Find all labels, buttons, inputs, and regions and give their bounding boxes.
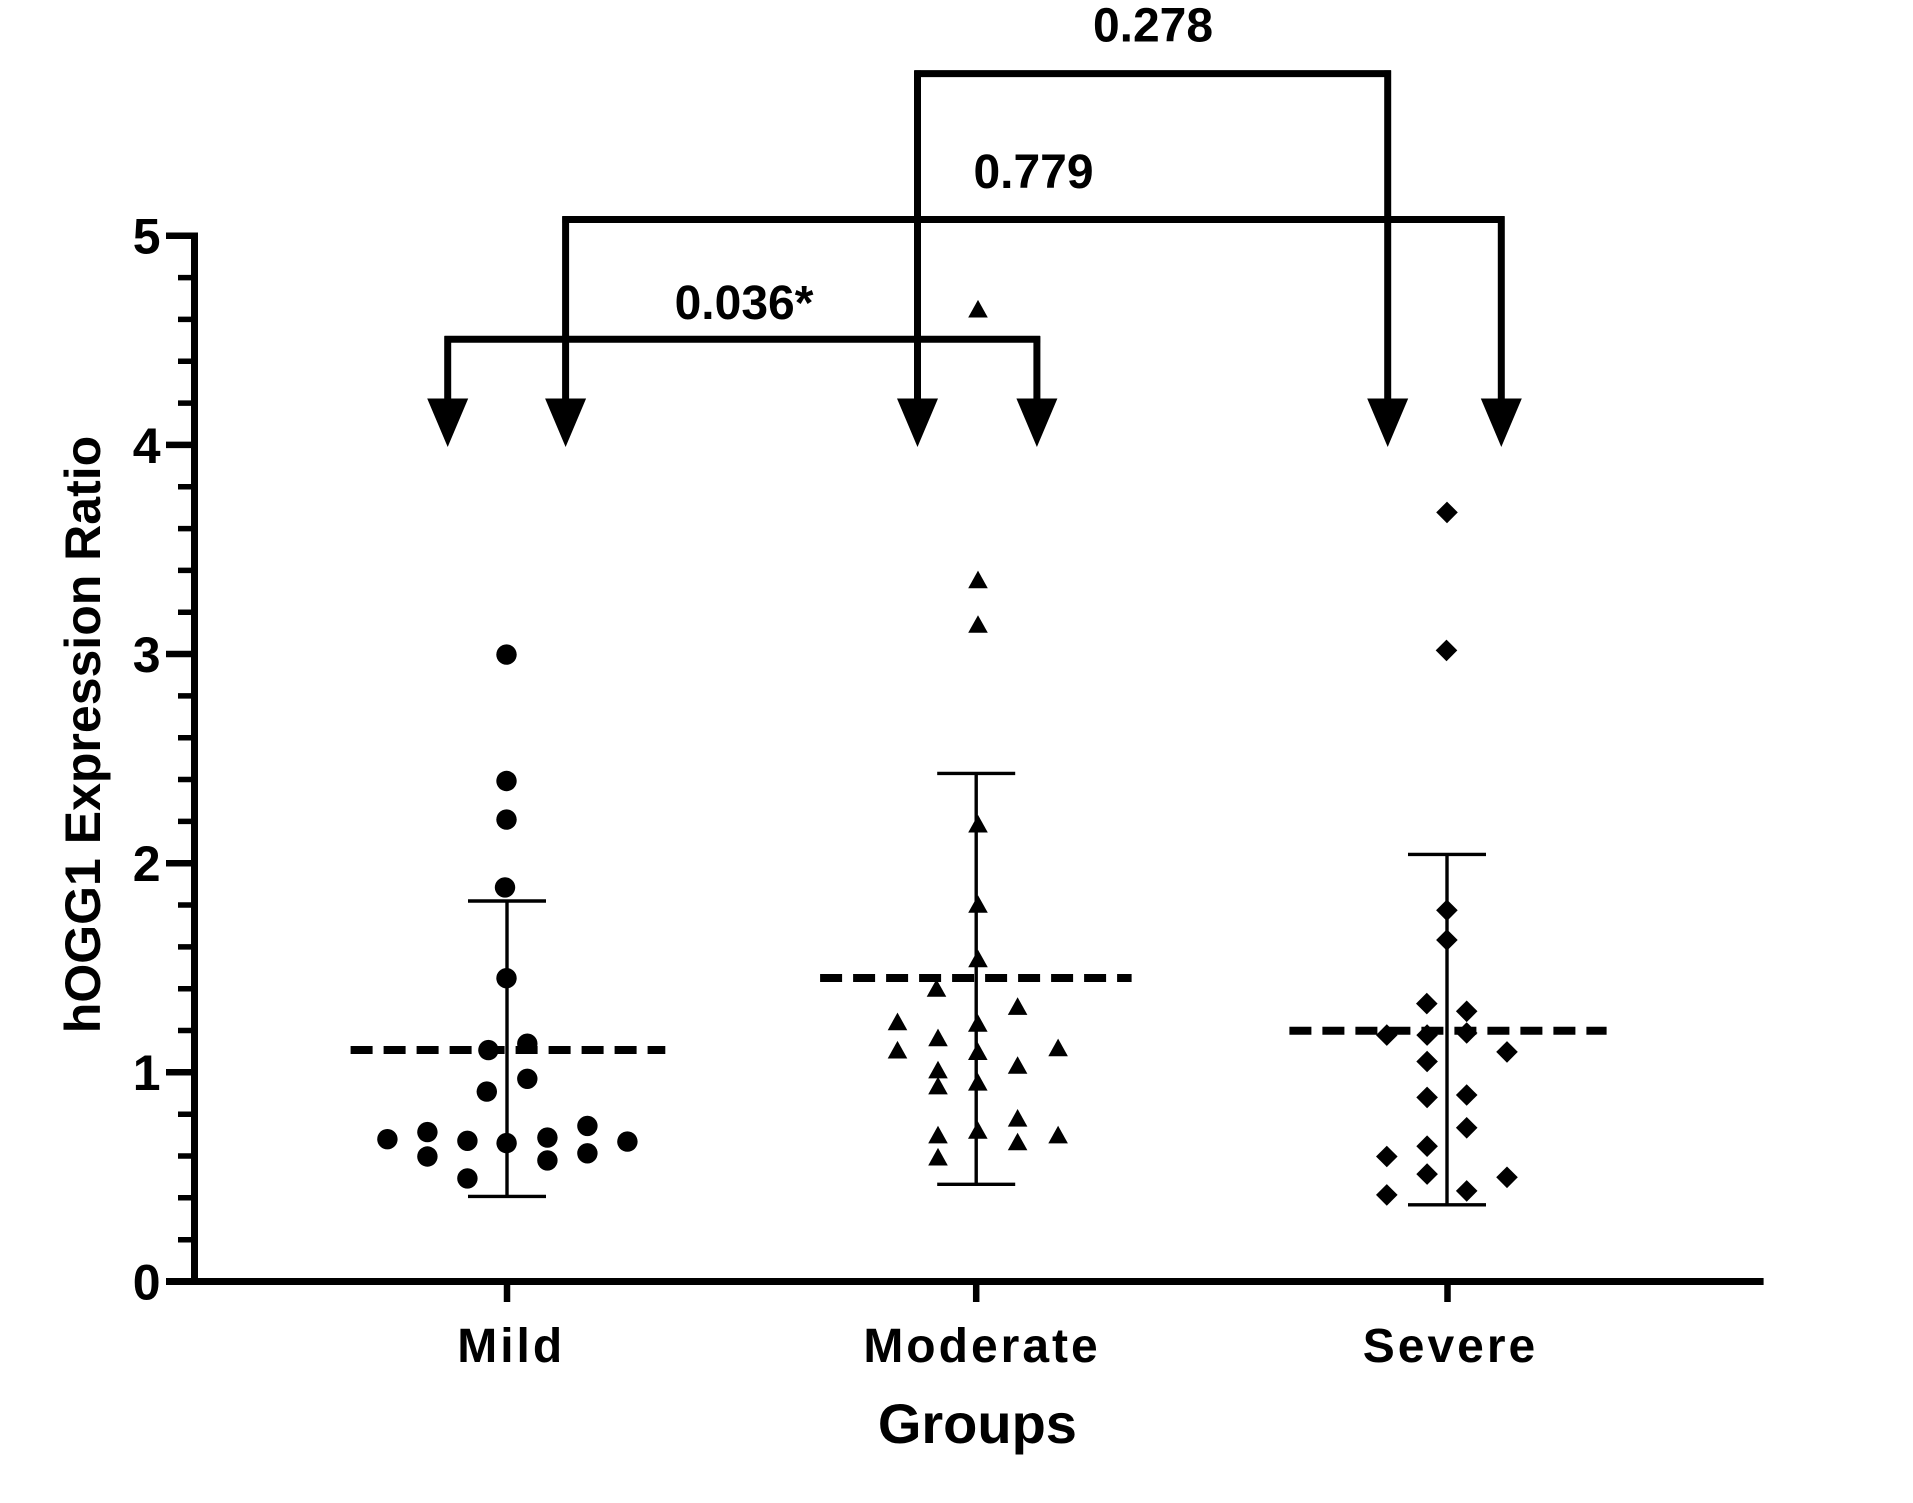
svg-text:2: 2 xyxy=(133,836,161,892)
svg-text:Severe: Severe xyxy=(1363,1320,1538,1373)
svg-text:Mild: Mild xyxy=(457,1320,565,1373)
svg-text:4: 4 xyxy=(133,418,161,474)
svg-text:Moderate: Moderate xyxy=(863,1320,1100,1373)
svg-text:0.036*: 0.036* xyxy=(675,277,814,330)
svg-text:3: 3 xyxy=(133,627,161,683)
svg-text:5: 5 xyxy=(133,209,161,265)
svg-text:0.278: 0.278 xyxy=(1093,0,1213,53)
svg-text:hOGG1 Expression Ratio: hOGG1 Expression Ratio xyxy=(55,436,111,1033)
svg-text:0.779: 0.779 xyxy=(973,146,1093,199)
svg-text:0: 0 xyxy=(133,1254,161,1310)
svg-text:1: 1 xyxy=(133,1045,161,1101)
svg-text:Groups: Groups xyxy=(878,1392,1077,1455)
